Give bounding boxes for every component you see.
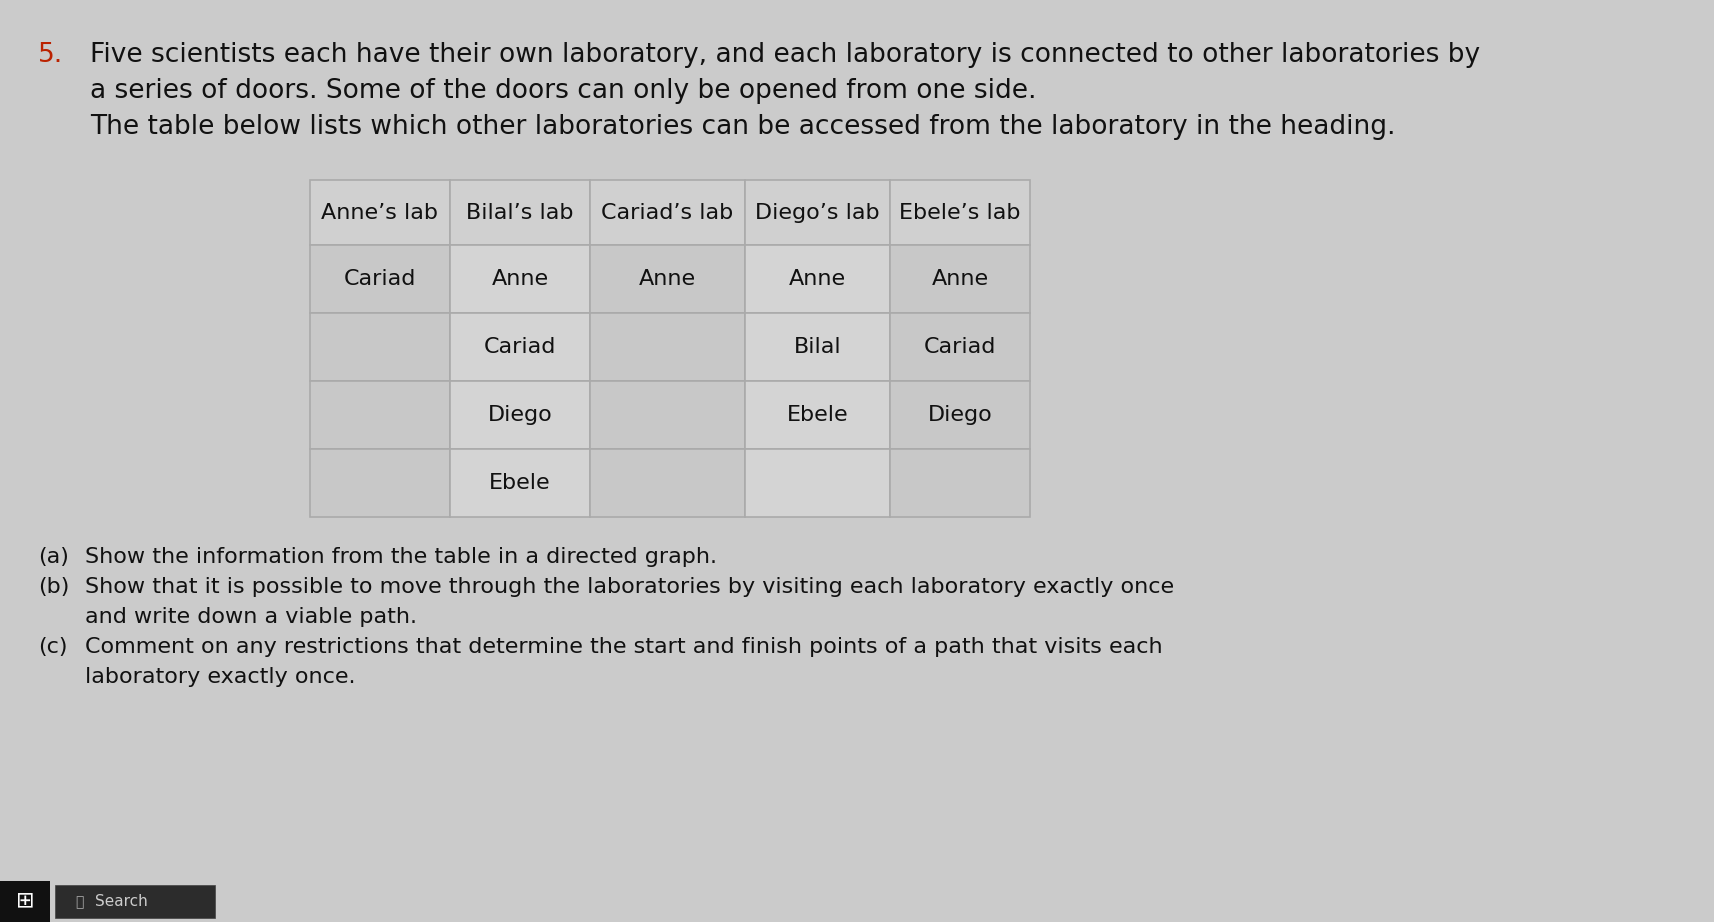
Text: Ebele: Ebele	[787, 406, 848, 425]
Text: 🔍: 🔍	[75, 894, 84, 909]
Bar	[310, 180, 449, 245]
Text: Anne’s lab: Anne’s lab	[321, 203, 439, 222]
Text: (c): (c)	[38, 637, 67, 657]
Bar	[310, 245, 449, 313]
Bar	[55, 884, 214, 918]
Bar	[744, 180, 890, 245]
Bar	[744, 449, 890, 517]
Bar	[449, 313, 590, 381]
Bar	[744, 313, 890, 381]
Bar	[449, 381, 590, 449]
Text: Show that it is possible to move through the laboratories by visiting each labor: Show that it is possible to move through…	[86, 577, 1174, 597]
Bar	[590, 245, 744, 313]
Bar	[890, 381, 1030, 449]
Bar	[310, 381, 449, 449]
Text: Ebele: Ebele	[488, 473, 550, 493]
Bar	[310, 449, 449, 517]
Text: Ebele’s lab: Ebele’s lab	[898, 203, 1020, 222]
Bar	[890, 449, 1030, 517]
Text: (b): (b)	[38, 577, 69, 597]
Bar	[310, 313, 449, 381]
Text: a series of doors. Some of the doors can only be opened from one side.: a series of doors. Some of the doors can…	[89, 78, 1035, 104]
Bar	[590, 313, 744, 381]
Text: 5.: 5.	[38, 42, 63, 68]
Bar	[890, 313, 1030, 381]
Bar	[0, 881, 50, 922]
Bar	[590, 180, 744, 245]
Text: Search: Search	[94, 894, 147, 909]
Text: Anne: Anne	[788, 269, 845, 290]
Text: Show the information from the table in a directed graph.: Show the information from the table in a…	[86, 548, 716, 567]
Text: Anne: Anne	[492, 269, 548, 290]
Bar	[744, 381, 890, 449]
Text: Cariad: Cariad	[343, 269, 417, 290]
Text: laboratory exactly once.: laboratory exactly once.	[86, 668, 355, 688]
Text: Bilal’s lab: Bilal’s lab	[466, 203, 574, 222]
Bar	[449, 449, 590, 517]
Text: Anne: Anne	[931, 269, 987, 290]
Text: and write down a viable path.: and write down a viable path.	[86, 608, 417, 627]
Bar	[449, 180, 590, 245]
Text: (a): (a)	[38, 548, 69, 567]
Text: Anne: Anne	[639, 269, 696, 290]
Bar	[590, 449, 744, 517]
Text: Diego: Diego	[927, 406, 992, 425]
Text: Diego’s lab: Diego’s lab	[754, 203, 879, 222]
Text: Cariad: Cariad	[924, 337, 996, 357]
Bar	[590, 381, 744, 449]
Bar	[890, 245, 1030, 313]
Text: The table below lists which other laboratories can be accessed from the laborato: The table below lists which other labora…	[89, 114, 1395, 140]
Text: Cariad’s lab: Cariad’s lab	[602, 203, 734, 222]
Text: Comment on any restrictions that determine the start and finish points of a path: Comment on any restrictions that determi…	[86, 637, 1162, 657]
Text: Diego: Diego	[487, 406, 552, 425]
Text: ⊞: ⊞	[15, 892, 34, 912]
Text: Five scientists each have their own laboratory, and each laboratory is connected: Five scientists each have their own labo…	[89, 42, 1479, 68]
Text: Cariad: Cariad	[483, 337, 555, 357]
Bar	[449, 245, 590, 313]
Text: Bilal: Bilal	[794, 337, 842, 357]
Bar	[890, 180, 1030, 245]
Bar	[744, 245, 890, 313]
